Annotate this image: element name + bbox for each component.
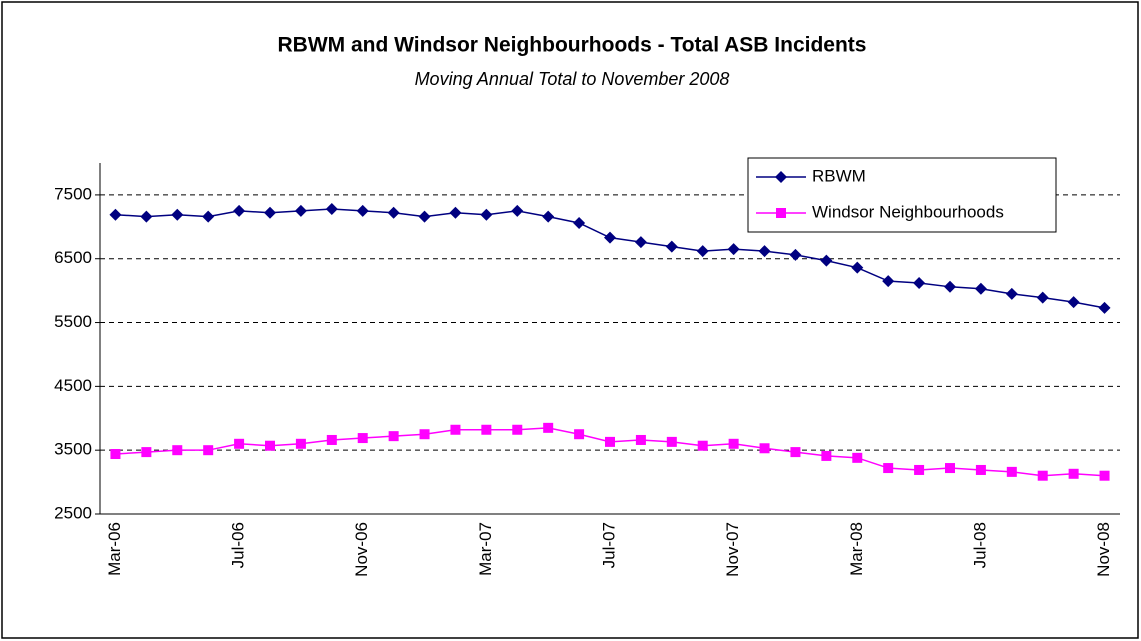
marker — [233, 204, 246, 217]
marker — [820, 254, 833, 267]
y-tick-label: 3500 — [54, 440, 92, 459]
y-tick-label: 2500 — [54, 503, 92, 522]
marker — [790, 447, 801, 458]
marker — [851, 261, 864, 274]
marker — [325, 202, 338, 215]
x-tick-label: Jul-06 — [229, 522, 248, 568]
marker — [172, 445, 183, 456]
marker — [418, 210, 431, 223]
legend-box — [747, 157, 1057, 233]
y-tick-label: 4500 — [54, 376, 92, 395]
marker — [696, 245, 709, 258]
marker — [1036, 291, 1049, 304]
marker — [295, 438, 306, 449]
marker — [480, 208, 493, 221]
x-tick-label: Jul-08 — [970, 522, 989, 568]
marker — [171, 208, 184, 221]
x-tick-label: Mar-06 — [105, 522, 124, 576]
y-tick-label: 5500 — [54, 312, 92, 331]
marker — [265, 440, 275, 451]
legend-label: Windsor Neighbourhoods — [812, 202, 1004, 221]
x-tick-label: Nov-08 — [1094, 522, 1113, 577]
marker — [913, 276, 926, 289]
marker — [574, 429, 585, 440]
marker — [234, 438, 245, 449]
marker — [665, 240, 678, 253]
marker — [945, 463, 955, 474]
marker — [944, 280, 956, 293]
x-tick-label: Nov-06 — [352, 522, 371, 577]
marker — [110, 449, 121, 460]
marker — [387, 206, 400, 219]
marker — [449, 206, 462, 219]
marker — [1005, 287, 1018, 300]
marker — [605, 436, 615, 447]
marker — [666, 436, 677, 447]
marker — [450, 424, 461, 435]
marker — [202, 210, 215, 223]
marker — [728, 438, 739, 449]
x-tick-label: Jul-07 — [599, 522, 618, 568]
x-tick-label: Nov-07 — [723, 522, 742, 577]
marker — [109, 208, 122, 221]
marker — [852, 452, 863, 463]
marker — [357, 433, 368, 444]
marker — [1006, 466, 1017, 477]
marker — [481, 424, 492, 435]
marker — [697, 440, 708, 451]
marker — [294, 204, 307, 217]
marker — [512, 424, 523, 435]
y-tick-label: 6500 — [54, 248, 92, 267]
marker — [1099, 470, 1110, 481]
y-tick-label: 7500 — [54, 184, 92, 203]
marker — [542, 210, 555, 223]
chart-subtitle: Moving Annual Total to November 2008 — [415, 69, 730, 89]
marker — [789, 248, 802, 261]
marker — [821, 450, 832, 461]
marker — [543, 422, 554, 433]
marker — [759, 443, 770, 454]
legend-label: RBWM — [812, 166, 866, 185]
marker — [388, 431, 399, 442]
marker — [1037, 470, 1048, 481]
marker — [264, 206, 276, 219]
x-tick-label: Mar-07 — [476, 522, 495, 576]
marker — [914, 464, 925, 475]
marker — [758, 245, 771, 258]
marker — [1098, 301, 1111, 314]
marker — [635, 434, 646, 445]
marker — [511, 204, 524, 217]
marker — [141, 447, 152, 458]
x-tick-label: Mar-08 — [847, 522, 866, 576]
marker — [140, 210, 153, 223]
marker — [1067, 296, 1080, 309]
marker — [1068, 468, 1079, 479]
marker — [634, 236, 647, 249]
legend: RBWM Windsor Neighbourhoods — [747, 157, 1057, 233]
marker — [419, 429, 430, 440]
marker — [203, 445, 214, 456]
marker — [883, 463, 894, 474]
marker — [573, 216, 586, 229]
marker — [356, 204, 369, 217]
marker — [975, 464, 986, 475]
marker — [326, 434, 337, 445]
marker — [604, 231, 616, 244]
legend-marker — [775, 171, 787, 183]
chart-title: RBWM and Windsor Neighbourhoods - Total … — [278, 34, 867, 57]
marker — [882, 275, 895, 288]
marker — [974, 282, 987, 295]
marker — [727, 243, 740, 256]
legend-marker — [776, 208, 786, 218]
